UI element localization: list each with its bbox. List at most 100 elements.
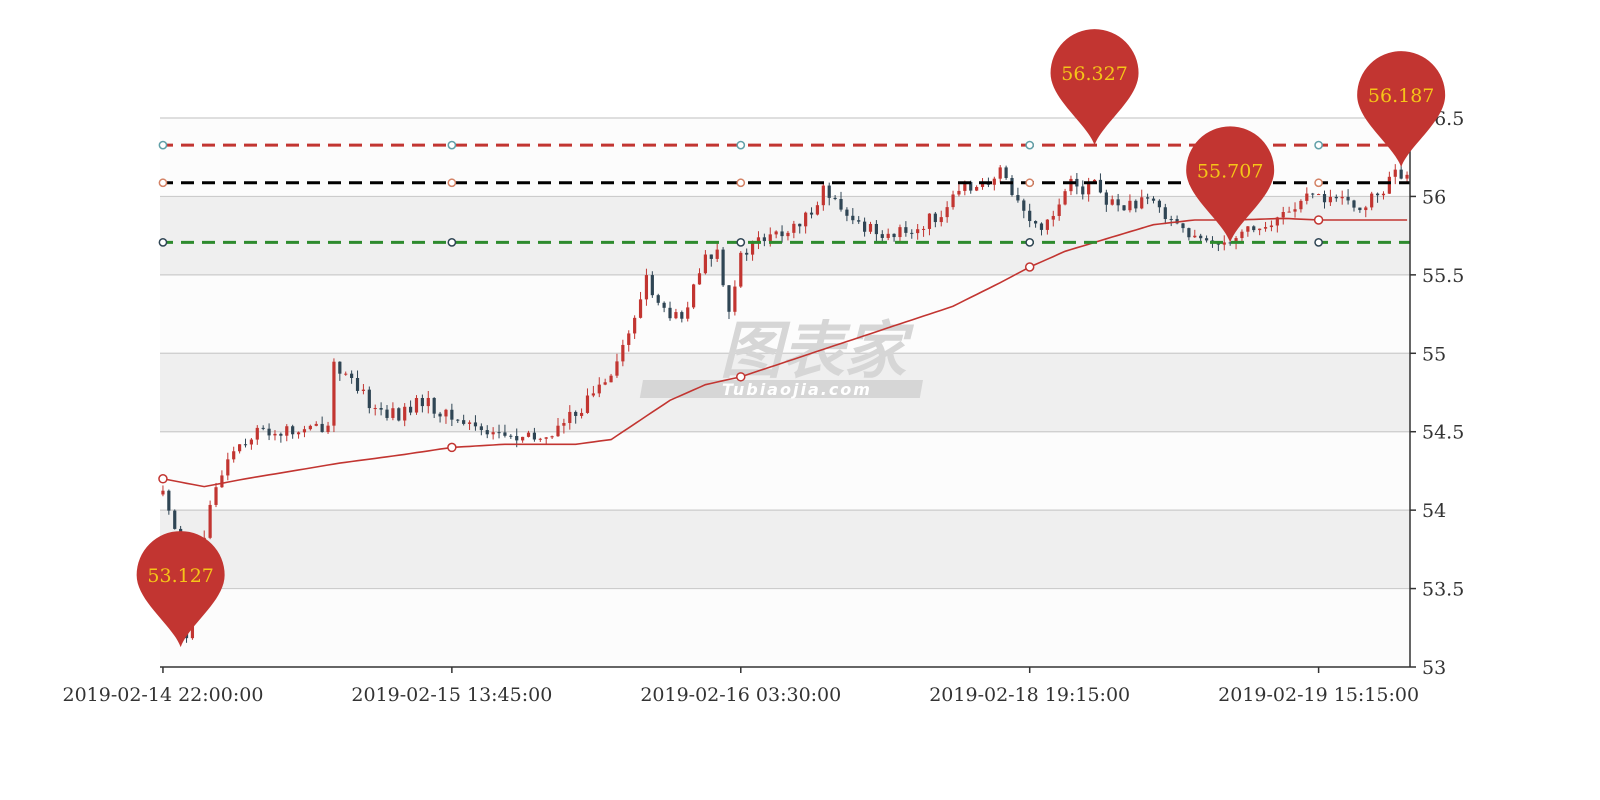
watermark-sub-text: Tubiaojia.com	[722, 380, 872, 399]
candle-body	[650, 275, 654, 296]
candle-body	[526, 432, 531, 437]
candle-body	[603, 382, 607, 385]
candle-body	[479, 426, 483, 431]
y-tick-label: 53	[1422, 657, 1446, 679]
candle-body	[1004, 167, 1008, 179]
candle-body	[821, 185, 825, 206]
candle-body	[391, 408, 395, 418]
candle-body	[839, 198, 843, 210]
candle-body	[1087, 183, 1091, 195]
candle-body	[450, 409, 454, 420]
y-tick-label: 53.5	[1422, 579, 1464, 601]
candle-body	[1370, 193, 1374, 208]
y-tick-label: 54	[1422, 500, 1446, 522]
mark-pin-label: 56.187	[1368, 85, 1434, 107]
candle-body	[927, 213, 932, 229]
candle-body	[373, 408, 377, 410]
candle-body	[485, 430, 489, 435]
ma-marker	[736, 372, 746, 382]
candle-body	[638, 299, 643, 318]
candle-body	[1405, 174, 1409, 179]
candle-body	[1293, 209, 1297, 212]
candle-body	[969, 181, 973, 191]
markline-average-marker	[736, 178, 746, 188]
candle-body	[662, 302, 666, 308]
candle-body	[1140, 197, 1144, 209]
candle-body	[355, 377, 360, 391]
y-tick-label: 55.5	[1422, 265, 1464, 287]
candle-body	[426, 397, 430, 407]
markline-max-marker	[736, 140, 746, 150]
candle-body	[243, 444, 248, 446]
candle-body	[804, 212, 808, 227]
candle-body	[208, 504, 212, 538]
candle-body	[232, 451, 236, 460]
candle-body	[1240, 231, 1244, 239]
mark-pin-label: 53.127	[147, 565, 213, 587]
candle-body	[615, 361, 619, 376]
candle-body	[809, 212, 814, 215]
candle-body	[916, 229, 920, 234]
candle-body	[1334, 196, 1338, 199]
moving-average	[158, 215, 1408, 488]
candle-body	[668, 307, 672, 319]
candle-body	[1128, 200, 1132, 211]
candle-body	[745, 252, 749, 255]
candle-body	[1287, 211, 1291, 213]
candle-body	[438, 413, 442, 417]
markline-average-marker	[158, 178, 168, 188]
candle-body	[574, 411, 578, 416]
candle-body	[1269, 225, 1274, 228]
candle-body	[173, 510, 177, 529]
candle-body	[874, 223, 878, 235]
candle-body	[597, 384, 601, 394]
candle-body	[1340, 196, 1344, 199]
candle-body	[656, 295, 660, 303]
candle-body	[1104, 192, 1108, 205]
candle-body	[1281, 212, 1285, 218]
candle-body	[1134, 200, 1138, 209]
candle-body	[532, 432, 537, 440]
candle-body	[1399, 169, 1403, 179]
candle-body	[733, 286, 737, 312]
candle-body	[727, 285, 731, 312]
candle-body	[279, 433, 283, 436]
candle-body	[1157, 200, 1162, 208]
mark-pin-label: 56.327	[1061, 63, 1127, 85]
candle-body	[774, 231, 778, 235]
candle-body	[1187, 228, 1191, 238]
mark-pin	[136, 531, 225, 648]
candle-body	[1039, 223, 1044, 230]
candle-body	[957, 190, 961, 195]
candle-body	[515, 436, 519, 441]
candle-body	[750, 242, 755, 255]
candle-body	[680, 312, 684, 319]
candle-body	[1346, 196, 1350, 201]
candle-body	[945, 207, 949, 218]
candle-body	[350, 373, 354, 378]
candle-body	[904, 227, 908, 233]
candle-body	[975, 186, 979, 191]
candle-body	[273, 433, 277, 436]
candle-body	[939, 217, 943, 223]
candle-body	[686, 307, 690, 319]
ma-line	[162, 217, 1408, 488]
candle-body	[226, 459, 230, 476]
candle-body	[1022, 200, 1026, 211]
candle-body	[338, 361, 342, 374]
x-tick-label: 2019-02-19 15:15:00	[1218, 684, 1419, 706]
candle-body	[768, 234, 772, 242]
candle-body	[1246, 226, 1250, 232]
candle-body	[921, 228, 926, 230]
candle-body	[467, 422, 472, 424]
candle-body	[1381, 193, 1386, 196]
mark-pin-label: 55.707	[1197, 160, 1263, 182]
candle-body	[344, 373, 348, 375]
grid-band	[160, 431, 1410, 511]
candle-body	[851, 215, 855, 221]
candle-body	[1387, 176, 1391, 194]
markline-min-marker	[736, 238, 746, 247]
candle-body	[1352, 200, 1356, 208]
candle-body	[880, 234, 884, 238]
x-tick-label: 2019-02-16 03:30:00	[640, 684, 841, 706]
